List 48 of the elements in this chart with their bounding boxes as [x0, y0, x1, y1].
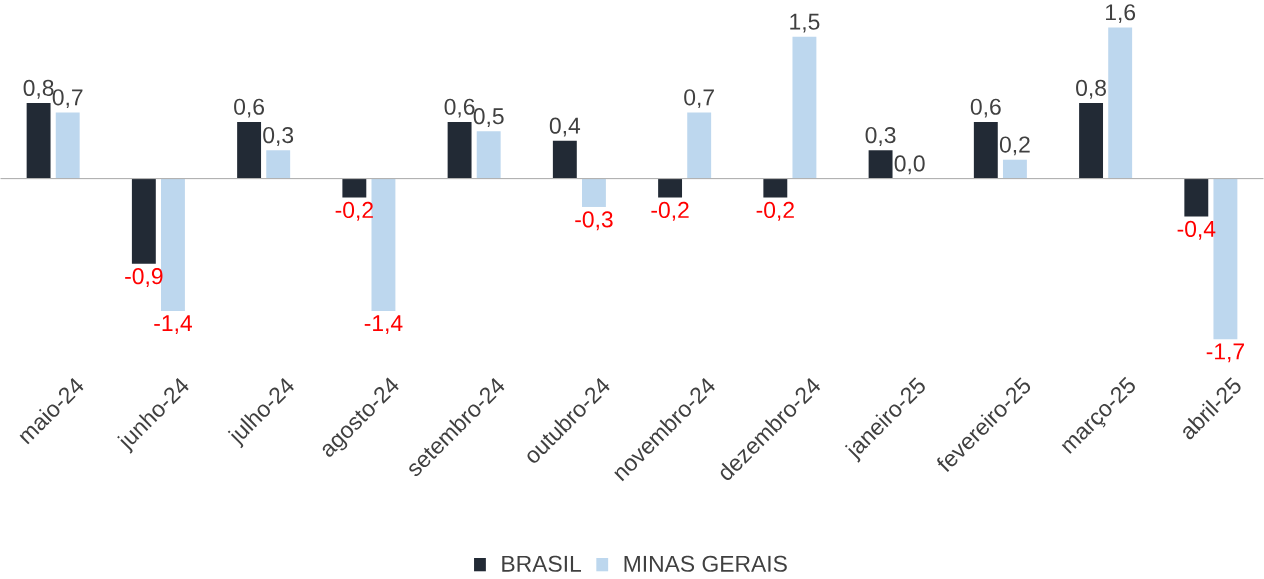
bar	[973, 121, 998, 179]
data-label: 0,6	[234, 98, 264, 118]
data-label: -0,2	[756, 201, 794, 221]
data-label: 0,0	[894, 155, 925, 175]
bar	[792, 36, 817, 179]
bar	[371, 178, 396, 311]
data-label: 0,8	[1076, 79, 1106, 99]
data-label: 0,2	[999, 136, 1030, 156]
bar	[26, 102, 51, 179]
bar	[342, 178, 367, 198]
bar	[237, 121, 262, 179]
bar	[1002, 159, 1027, 179]
bar	[1184, 178, 1209, 217]
data-label: 0,6	[444, 98, 475, 118]
data-label: 0,7	[684, 89, 714, 108]
bar	[476, 131, 501, 179]
data-label: 0,3	[263, 126, 294, 146]
bar	[1079, 102, 1104, 179]
data-label: 1,6	[1106, 4, 1136, 23]
bar	[1108, 27, 1133, 179]
bar	[658, 178, 683, 198]
data-label: 0,7	[52, 89, 83, 108]
bar	[266, 150, 291, 179]
data-label: 0,4	[549, 117, 581, 137]
bar	[868, 150, 893, 179]
data-label: -0,2	[651, 201, 689, 221]
bar	[687, 112, 712, 179]
data-label: -0,2	[335, 201, 373, 221]
data-label: 0,3	[865, 126, 896, 146]
bar	[581, 178, 606, 207]
bar	[131, 178, 156, 264]
data-label: -0,4	[1177, 220, 1216, 240]
bar	[763, 178, 788, 198]
data-label: -1,4	[154, 315, 192, 334]
bar	[447, 121, 472, 179]
bar	[55, 112, 80, 179]
data-label: -1,7	[1206, 343, 1244, 363]
data-label: -1,4	[364, 315, 403, 334]
bar	[161, 178, 185, 311]
data-label: 0,8	[23, 79, 54, 99]
data-label: -0,9	[125, 267, 163, 287]
data-label: 0,6	[970, 98, 1001, 118]
data-label: 1,5	[790, 13, 820, 33]
legend-label: MINAS GERAIS	[624, 555, 787, 572]
legend-label: BRASIL	[502, 555, 582, 572]
bar	[552, 140, 577, 179]
data-label: -0,3	[575, 211, 613, 231]
data-label: 0,5	[473, 107, 504, 127]
